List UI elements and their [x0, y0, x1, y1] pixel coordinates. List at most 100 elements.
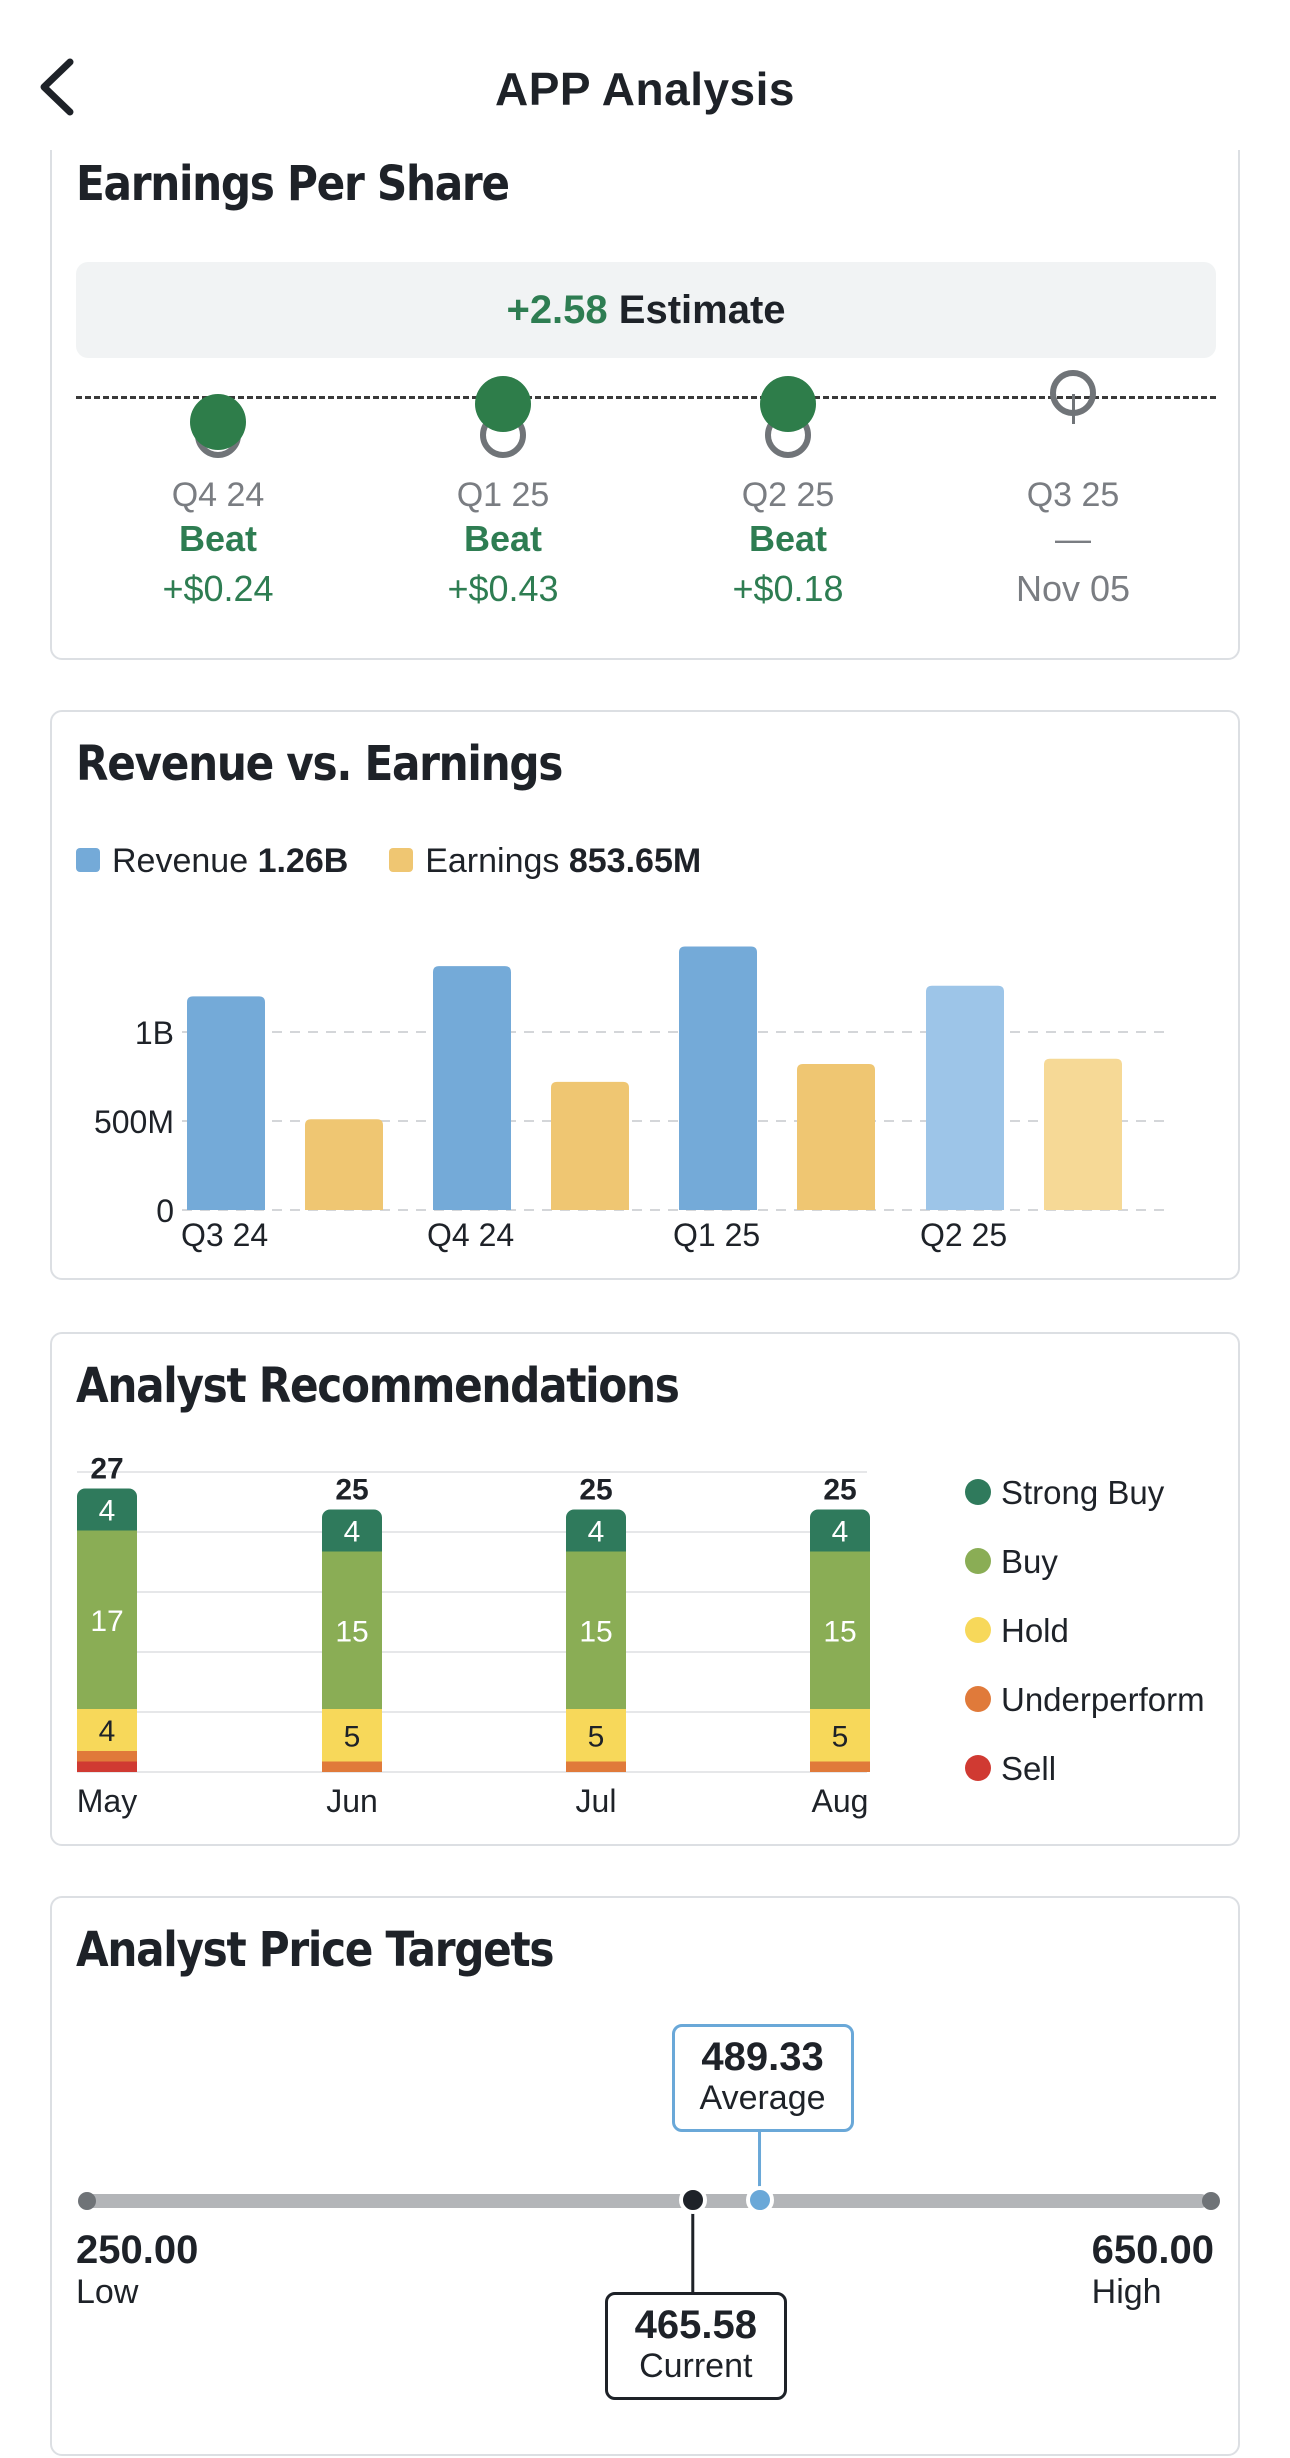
actual-beat-dot [190, 394, 246, 450]
underperform-segment[interactable] [566, 1761, 626, 1773]
y-tick-label: 500M [94, 1104, 174, 1140]
hold-segment[interactable] [810, 1709, 870, 1762]
eps-surprise: +$0.24 [162, 568, 274, 609]
legend-item-buy: Buy [965, 1543, 1058, 1581]
x-tick-label: Q1 25 [673, 1217, 760, 1253]
total-count-label: 25 [579, 1474, 612, 1507]
legend-dot-icon [965, 1755, 991, 1782]
actual-beat-dot [475, 376, 531, 432]
eps-surprise: Nov 05 [1015, 568, 1131, 609]
average-label: Average [699, 2079, 826, 2117]
recommendations-title: Analyst Recommendations [76, 1358, 680, 1414]
earnings-bar[interactable] [797, 1064, 875, 1210]
underperform-segment[interactable] [322, 1761, 382, 1773]
buy-segment[interactable] [810, 1551, 870, 1710]
revenue-earnings-chart: 0 500M 1B Q3 24 Q4 24 Q1 25 Q2 25 [94, 946, 1167, 1253]
eps-result: Beat [178, 518, 258, 559]
segment-value-label: 15 [823, 1615, 856, 1648]
underperform-segment[interactable] [810, 1761, 870, 1773]
pending-marker [1072, 394, 1075, 424]
legend-label: Buy [1001, 1543, 1058, 1580]
x-tick-label: Q4 24 [427, 1217, 514, 1253]
eps-card: Earnings Per Share +2.58 Estimate Q4 24 B… [50, 130, 1240, 660]
back-button[interactable] [30, 52, 90, 122]
total-count-label: 25 [823, 1474, 856, 1507]
actual-beat-dot [760, 376, 816, 432]
strong-buy-segment[interactable] [810, 1509, 870, 1552]
strong-buy-segment[interactable] [77, 1488, 137, 1531]
y-tick-label: 0 [156, 1193, 174, 1229]
revenue-earnings-card: Revenue vs. Earnings Revenue 1.26B Earni… [50, 710, 1240, 1280]
revenue-bar[interactable] [433, 966, 511, 1210]
strong-buy-segment[interactable] [322, 1509, 382, 1552]
eps-surprise: +$0.43 [447, 568, 559, 609]
eps-result: — [1055, 518, 1091, 559]
legend-item-strong-buy: Strong Buy [965, 1474, 1164, 1512]
analyst-recommendations-card: Analyst Recommendations 4 17 4 27 May 5 15 4 25 J… [50, 1332, 1240, 1846]
total-count-label: 25 [335, 1474, 368, 1507]
x-tick-label: Q2 25 [920, 1217, 1007, 1253]
earnings-bar[interactable] [305, 1119, 383, 1210]
current-value: 465.58 [634, 2303, 757, 2347]
revenue-bar[interactable] [679, 946, 757, 1210]
x-tick-label: Q3 24 [181, 1217, 268, 1253]
legend-dot-icon [965, 1617, 991, 1644]
month-label: Jun [326, 1783, 378, 1819]
average-price-box: 489.33 Average [671, 2024, 854, 2132]
low-end-dot [78, 2192, 96, 2210]
eps-title: Earnings Per Share [76, 156, 510, 212]
earnings-bar[interactable] [551, 1081, 629, 1210]
segment-value-label: 17 [90, 1605, 123, 1638]
segment-value-label: 15 [579, 1615, 612, 1648]
earnings-swatch [389, 848, 414, 873]
revenue-bar[interactable] [926, 985, 1004, 1210]
high-value: 650.00 [1091, 2228, 1214, 2272]
legend-dot-icon [965, 1479, 991, 1506]
high-label: High [1091, 2273, 1162, 2311]
estimate-label: Estimate [618, 288, 786, 332]
average-price-dot [745, 2186, 774, 2214]
legend-item-underperform: Underperform [965, 1681, 1205, 1719]
legend-label: Strong Buy [1001, 1474, 1165, 1511]
revenue-earnings-title: Revenue vs. Earnings [76, 736, 563, 792]
total-count-label: 27 [90, 1453, 123, 1486]
high-end-dot [1202, 2192, 1220, 2210]
estimate-value: +2.58 [506, 288, 608, 332]
revenue-earnings-legend: Revenue 1.26B Earnings 853.65M [76, 842, 701, 881]
current-label: Current [639, 2347, 753, 2385]
eps-quarter-label: Q3 25 [1026, 476, 1120, 514]
hold-segment[interactable] [322, 1709, 382, 1762]
month-label: Aug [812, 1783, 869, 1819]
high-target: 650.00 High [1092, 2228, 1214, 2312]
legend-dot-icon [965, 1686, 991, 1713]
earnings-legend-value: 853.65M [568, 842, 702, 880]
segment-value-label: 5 [344, 1720, 361, 1753]
underperform-segment[interactable] [77, 1751, 137, 1762]
segment-value-label: 5 [588, 1720, 605, 1753]
eps-quarter-label: Q2 25 [741, 476, 835, 514]
strong-buy-segment[interactable] [566, 1509, 626, 1552]
price-range-track [84, 2194, 1208, 2208]
earnings-bar[interactable] [1044, 1058, 1122, 1210]
top-bar: APP Analysis [0, 0, 1290, 150]
revenue-bar[interactable] [187, 996, 265, 1210]
legend-item-hold: Hold [965, 1612, 1069, 1650]
hold-segment[interactable] [566, 1709, 626, 1762]
y-tick-label: 1B [135, 1015, 174, 1051]
current-price-box: 465.58 Current [604, 2292, 787, 2400]
buy-segment[interactable] [77, 1530, 137, 1710]
buy-segment[interactable] [322, 1551, 382, 1710]
hold-segment[interactable] [77, 1709, 137, 1751]
chevron-left-icon [40, 58, 74, 116]
legend-dot-icon [965, 1548, 991, 1575]
buy-segment[interactable] [566, 1551, 626, 1710]
legend-label: Hold [1001, 1612, 1069, 1649]
segment-value-label: 4 [99, 1495, 116, 1528]
recommendations-chart: 4 17 4 27 May 5 15 4 25 Jun 5 15 4 25 Jul 5 15 4 25 Aug [77, 1453, 870, 1819]
segment-value-label: 4 [832, 1516, 849, 1549]
eps-quarter-label: Q4 24 [171, 476, 265, 514]
sell-segment[interactable] [77, 1761, 137, 1773]
estimate-dashed-line [76, 396, 1216, 399]
month-label: May [77, 1783, 137, 1819]
segment-value-label: 4 [588, 1516, 605, 1549]
